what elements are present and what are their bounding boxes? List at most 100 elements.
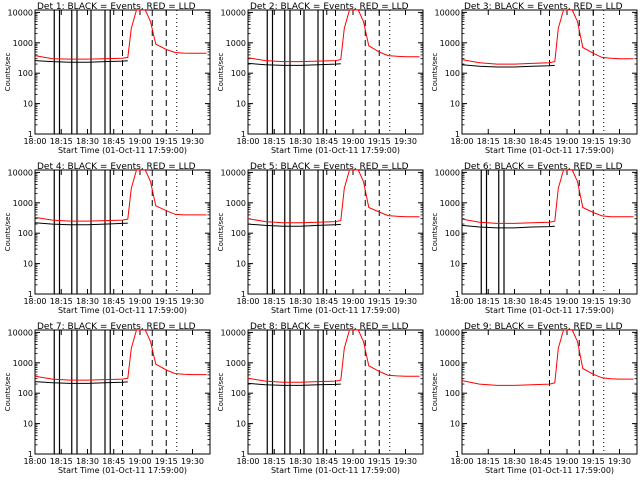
series-line-lld [35, 170, 207, 222]
x-tick-label: 19:30 [181, 457, 204, 466]
y-tick-label: 100 [231, 69, 246, 78]
x-tick-label: 19:15 [582, 457, 605, 466]
x-tick-label: 18:00 [450, 137, 473, 146]
plot-area [35, 10, 207, 134]
x-tick-label: 18:15 [263, 297, 286, 306]
y-tick-label: 1000 [13, 199, 33, 208]
x-tick-label: 18:30 [503, 137, 526, 146]
detector-panel-3: Det 3: BLACK = Events, RED = LLD 1 10 100 10… [431, 2, 638, 155]
x-tick-label: 19:00 [128, 137, 151, 146]
y-tick-label: 10 [236, 260, 246, 269]
series-line-events [462, 224, 555, 229]
x-tick-label: 19:00 [341, 137, 364, 146]
y-tick-label: 100 [18, 69, 33, 78]
x-tick-label: 19:15 [368, 137, 391, 146]
x-tick-label: 18:45 [315, 297, 338, 306]
y-tick-label: 10000 [221, 328, 246, 337]
plot-area [248, 10, 420, 134]
panel-title: Det 7: BLACK = Events, RED = LLD [37, 322, 196, 332]
x-tick-label: 18:15 [477, 137, 500, 146]
series-line-lld [462, 330, 634, 386]
y-tick-label: 10 [450, 100, 460, 109]
x-tick-label: 18:45 [529, 457, 552, 466]
x-tick-label: 19:00 [341, 297, 364, 306]
y-tick-label: 10 [236, 100, 246, 109]
x-tick-label: 18:15 [477, 297, 500, 306]
x-tick-label: 19:15 [155, 457, 178, 466]
series-line-events [35, 222, 128, 226]
x-tick-label: 18:15 [263, 137, 286, 146]
x-tick-label: 18:15 [50, 297, 73, 306]
series-line-events [35, 60, 128, 63]
y-axis-label: Counts/sec [431, 373, 439, 412]
y-tick-label: 10000 [435, 328, 460, 337]
series-line-lld [248, 330, 420, 383]
y-tick-label: 10 [450, 420, 460, 429]
x-tick-label: 18:30 [503, 297, 526, 306]
y-tick-label: 1 [455, 290, 460, 299]
x-axis-label: Start Time (01-Oct-11 17:59:00) [485, 466, 614, 475]
y-axis-label: Counts/sec [217, 373, 225, 412]
y-tick-label: 1000 [226, 359, 246, 368]
x-tick-label: 18:30 [76, 297, 99, 306]
y-axis-label: Counts/sec [431, 53, 439, 92]
y-tick-label: 1 [241, 130, 246, 139]
y-axis-label: Counts/sec [217, 213, 225, 252]
y-tick-label: 1000 [440, 359, 460, 368]
y-axis-label: Counts/sec [4, 213, 12, 252]
series-line-lld [35, 10, 207, 60]
detector-panel-8: Det 8: BLACK = Events, RED = LLD 1 10 100 10… [217, 322, 424, 475]
y-tick-label: 10 [23, 260, 33, 269]
y-tick-label: 1 [455, 130, 460, 139]
y-tick-label: 100 [445, 389, 460, 398]
x-tick-label: 18:00 [236, 137, 259, 146]
x-tick-label: 18:45 [315, 137, 338, 146]
y-tick-label: 10 [23, 100, 33, 109]
series-line-events [248, 62, 341, 66]
detector-panel-2: Det 2: BLACK = Events, RED = LLD 1 10 100 10… [217, 2, 424, 155]
panel-title: Det 2: BLACK = Events, RED = LLD [250, 2, 409, 12]
x-axis-label: Start Time (01-Oct-11 17:59:00) [58, 306, 187, 315]
y-tick-label: 10000 [221, 8, 246, 17]
panel-title: Det 1: BLACK = Events, RED = LLD [37, 2, 196, 12]
x-axis-label: Start Time (01-Oct-11 17:59:00) [485, 146, 614, 155]
y-tick-label: 10000 [8, 8, 33, 17]
x-tick-label: 18:30 [289, 457, 312, 466]
x-tick-label: 19:00 [555, 297, 578, 306]
x-tick-label: 18:45 [529, 297, 552, 306]
panel-title: Det 6: BLACK = Events, RED = LLD [464, 162, 623, 172]
x-tick-label: 18:00 [23, 137, 46, 146]
x-tick-label: 19:15 [368, 457, 391, 466]
x-tick-label: 18:30 [503, 457, 526, 466]
series-line-lld [248, 170, 420, 224]
x-axis-label: Start Time (01-Oct-11 17:59:00) [271, 306, 400, 315]
panel-title: Det 5: BLACK = Events, RED = LLD [250, 162, 409, 172]
x-tick-label: 18:45 [315, 457, 338, 466]
y-tick-label: 10 [236, 420, 246, 429]
y-tick-label: 100 [231, 229, 246, 238]
y-tick-label: 1000 [440, 199, 460, 208]
plot-area [462, 170, 634, 294]
series-line-events [248, 223, 341, 227]
x-tick-label: 18:30 [289, 297, 312, 306]
y-tick-label: 1 [28, 450, 33, 459]
x-tick-label: 18:45 [102, 457, 125, 466]
x-tick-label: 18:30 [76, 137, 99, 146]
detector-panel-7: Det 7: BLACK = Events, RED = LLD 1 10 100 10… [4, 322, 211, 475]
x-tick-label: 19:30 [394, 137, 417, 146]
x-tick-label: 19:30 [181, 137, 204, 146]
x-axis-label: Start Time (01-Oct-11 17:59:00) [58, 466, 187, 475]
plot-area [462, 330, 634, 454]
y-tick-label: 10 [23, 420, 33, 429]
y-axis-label: Counts/sec [431, 213, 439, 252]
x-tick-label: 18:00 [450, 457, 473, 466]
y-tick-label: 1 [241, 290, 246, 299]
detector-panel-4: Det 4: BLACK = Events, RED = LLD 1 10 100 10… [4, 162, 211, 315]
detector-panel-1: Det 1: BLACK = Events, RED = LLD 1 10 100 10… [4, 2, 211, 155]
x-tick-label: 18:15 [263, 457, 286, 466]
x-tick-label: 18:30 [289, 137, 312, 146]
x-tick-label: 19:30 [394, 457, 417, 466]
panel-title: Det 9: BLACK = Events, RED = LLD [464, 322, 623, 332]
x-tick-label: 19:30 [181, 297, 204, 306]
